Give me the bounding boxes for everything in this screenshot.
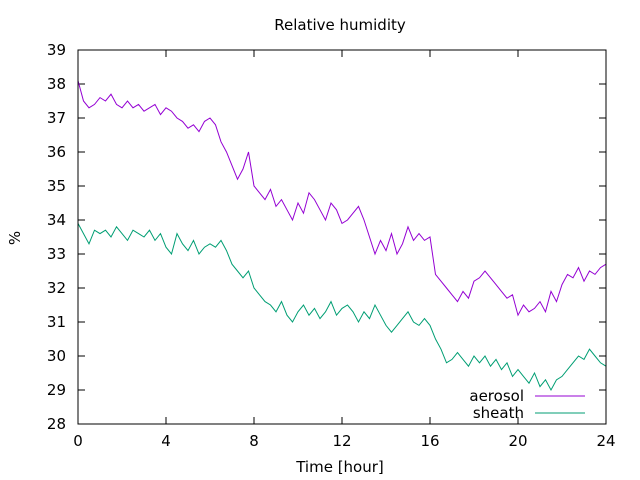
y-tick-label: 29 xyxy=(47,381,66,399)
series-layer xyxy=(77,80,607,392)
y-tick-label: 33 xyxy=(47,245,66,263)
y-tick-label: 36 xyxy=(47,143,66,161)
chart-title: Relative humidity xyxy=(274,16,406,34)
x-tick-label: 24 xyxy=(596,432,615,450)
y-tick-label: 34 xyxy=(47,211,66,229)
y-tick-label: 30 xyxy=(47,347,66,365)
x-tick-label: 8 xyxy=(249,432,259,450)
legend-label-sheath: sheath xyxy=(473,404,524,422)
y-tick-label: 28 xyxy=(47,415,66,433)
legend-label-aerosol: aerosol xyxy=(469,387,524,405)
y-tick-label: 31 xyxy=(47,313,66,331)
series-line-sheath xyxy=(77,223,607,392)
x-axis-label: Time [hour] xyxy=(295,458,384,476)
x-tick-label: 20 xyxy=(508,432,527,450)
y-tick-label: 39 xyxy=(47,41,66,59)
y-tick-label: 37 xyxy=(47,109,66,127)
y-tick-label: 32 xyxy=(47,279,66,297)
x-tick-label: 16 xyxy=(420,432,439,450)
x-tick-label: 4 xyxy=(161,432,171,450)
x-tick-label: 12 xyxy=(332,432,351,450)
series-line-aerosol xyxy=(77,80,607,317)
plot-frame xyxy=(77,49,607,425)
x-tick-label: 0 xyxy=(73,432,83,450)
y-tick-label: 38 xyxy=(47,75,66,93)
y-axis-label: % xyxy=(6,231,24,245)
y-tick-label: 35 xyxy=(47,177,66,195)
